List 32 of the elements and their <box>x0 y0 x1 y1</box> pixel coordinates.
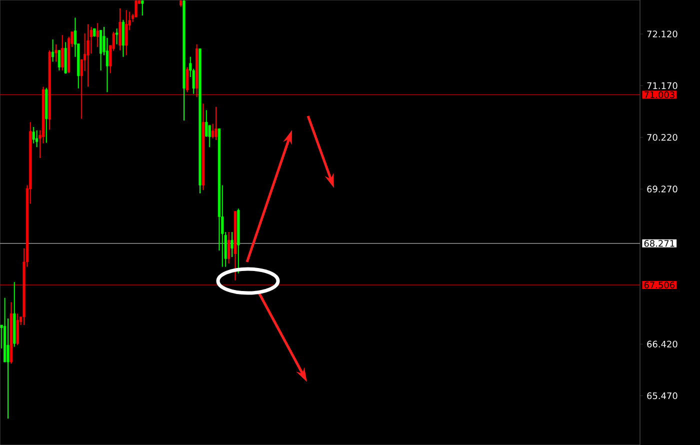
y-tick-label: 66.420 <box>647 340 678 348</box>
ref-line-label: 71.003 <box>644 91 674 98</box>
y-tick-label: 70.220 <box>647 134 678 141</box>
candlestick <box>212 123 214 139</box>
candlestick <box>141 0 144 16</box>
candlestick <box>54 44 58 62</box>
candlestick <box>205 110 208 138</box>
candlestick <box>6 318 10 420</box>
candlestick <box>214 106 218 141</box>
candlestick <box>118 8 122 51</box>
candlestick <box>134 0 138 18</box>
y-tick-label: 72.120 <box>647 30 678 38</box>
y-tick-label: 71.170 <box>647 82 678 90</box>
candlestick <box>100 30 102 71</box>
candlestick <box>16 313 19 346</box>
candlestick <box>36 130 38 148</box>
candlestick <box>122 19 124 58</box>
candlestick <box>186 66 188 93</box>
candlestick <box>96 22 99 48</box>
candlestick <box>230 232 234 258</box>
ref-line-label: 68.271 <box>644 240 674 247</box>
ref-line-label: 67.506 <box>644 282 675 288</box>
candlestick <box>228 232 230 264</box>
candlestick <box>58 50 60 71</box>
y-tick-label: 65.470 <box>647 392 678 400</box>
candlestick <box>52 38 54 62</box>
candlestick <box>86 24 90 88</box>
candlestick <box>125 10 128 56</box>
candlestick <box>32 126 35 144</box>
candlestick <box>61 34 64 71</box>
candlestick <box>116 28 118 45</box>
y-tick-label: 69.270 <box>647 186 678 192</box>
